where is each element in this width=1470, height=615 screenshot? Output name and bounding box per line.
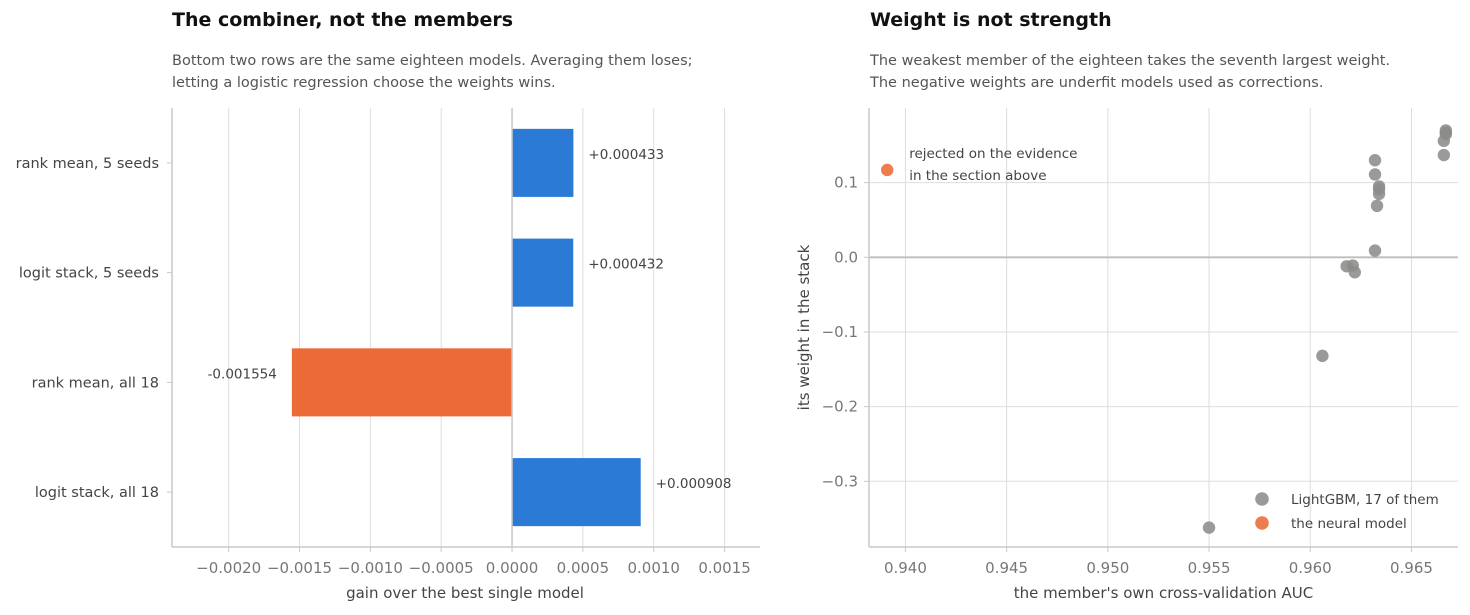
left-subtitle-line-1: Bottom two rows are the same eighteen mo…: [172, 53, 693, 69]
lightgbm-point: [1316, 349, 1329, 363]
left-chart-subtitle: Bottom two rows are the same eighteen mo…: [172, 50, 812, 94]
x-tick-label: 0.0015: [698, 559, 751, 577]
legend-label: LightGBM, 17 of them: [1291, 492, 1439, 508]
lightgbm-point: [1368, 244, 1382, 257]
x-tick-label: −0.0015: [267, 559, 332, 577]
bar-chart: −0.0020 −0.0015 −0.0010 −0.0005 0.0000 0.0005…: [16, 108, 760, 602]
lightgbm-point: [1368, 168, 1382, 181]
y-tick-label: −0.3: [822, 472, 858, 490]
x-tick-label: 0.0010: [627, 559, 680, 577]
x-tick-label: −0.0020: [196, 559, 261, 577]
lightgbm-point: [1437, 134, 1451, 148]
x-tick-label: 0.955: [1188, 559, 1231, 577]
y-tick-label: 0.1: [834, 174, 858, 192]
category-label: logit stack, 5 seeds: [19, 266, 159, 282]
category-label: logit stack, all 18: [35, 485, 159, 501]
right-subtitle-line-1: The weakest member of the eighteen takes…: [870, 53, 1391, 69]
x-tick-label: 0.960: [1289, 559, 1332, 577]
x-tick-label: 0.945: [985, 559, 1028, 577]
x-tick-label: 0.940: [884, 559, 927, 577]
neural-model-point: [881, 163, 894, 177]
left-subtitle-line-2: letting a logistic regression choose the…: [172, 75, 556, 91]
lightgbm-point: [1202, 521, 1216, 534]
bar-value-label: +0.000433: [588, 147, 664, 163]
x-tick-label: 0.0005: [557, 559, 610, 577]
bar: [291, 348, 513, 417]
legend-marker: [1255, 492, 1269, 506]
lightgbm-point: [1437, 148, 1451, 162]
bar-value-label: +0.000908: [656, 476, 732, 492]
lightgbm-point: [1370, 199, 1384, 213]
bar: [512, 458, 641, 527]
scatter-chart: 0.940 0.945 0.950 0.955 0.960 0.965 0.1 0.0 −0.1…: [795, 108, 1458, 602]
right-chart-subtitle: The weakest member of the eighteen takes…: [870, 50, 1470, 94]
x-tick-label: 0.950: [1086, 559, 1129, 577]
annotation-line-1: rejected on the evidence: [909, 146, 1077, 162]
legend-label: the neural model: [1291, 516, 1407, 532]
x-tick-label: −0.0005: [409, 559, 474, 577]
bar-value-label: +0.000432: [588, 257, 664, 273]
left-chart-title: The combiner, not the members: [172, 9, 514, 31]
bar: [512, 238, 574, 307]
y-axis-label: its weight in the stack: [795, 244, 813, 410]
x-tick-label: 0.0000: [486, 559, 539, 577]
annotation-line-2: in the section above: [909, 168, 1046, 184]
y-tick-label: 0.0: [834, 248, 858, 266]
x-axis-label: gain over the best single model: [346, 584, 584, 602]
category-label: rank mean, all 18: [32, 375, 159, 391]
lightgbm-point: [1348, 266, 1361, 279]
x-axis-label: the member's own cross-validation AUC: [1014, 584, 1313, 602]
y-tick-label: −0.2: [822, 398, 858, 416]
bar-value-label: -0.001554: [208, 366, 277, 382]
lightgbm-point: [1372, 187, 1386, 201]
x-tick-label: 0.965: [1390, 559, 1433, 577]
category-label: rank mean, 5 seeds: [16, 156, 159, 172]
bar: [512, 128, 574, 197]
right-subtitle-line-2: The negative weights are underfit models…: [870, 75, 1324, 91]
y-tick-label: −0.1: [822, 323, 858, 341]
right-chart-title: Weight is not strength: [870, 9, 1112, 31]
legend-marker: [1255, 516, 1269, 530]
lightgbm-point: [1368, 154, 1382, 167]
x-tick-label: −0.0010: [338, 559, 403, 577]
